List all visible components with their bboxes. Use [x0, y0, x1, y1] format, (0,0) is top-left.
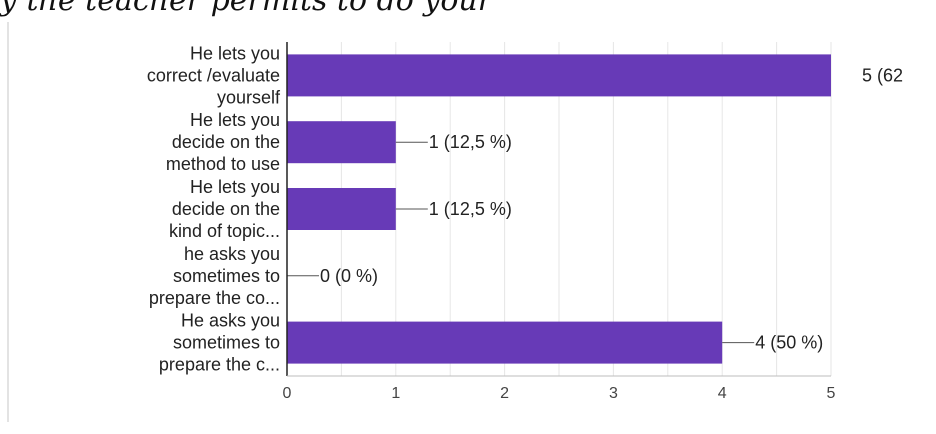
x-tick-label: 2	[500, 385, 509, 402]
category-label: kind of topic...	[169, 221, 280, 241]
category-label: sometimes to	[173, 266, 280, 286]
data-label: 5 (62	[862, 65, 903, 85]
x-tick-label: 3	[609, 385, 618, 402]
x-tick-label: 0	[283, 385, 292, 402]
clipped-question-title: y the teacher permits to do your	[0, 0, 493, 18]
bar	[287, 54, 831, 97]
category-label: he asks you	[184, 244, 280, 264]
category-label: He lets you	[190, 177, 280, 197]
category-label: prepare the c...	[159, 355, 280, 375]
data-label: 4 (50 %)	[755, 333, 823, 353]
bar	[287, 188, 396, 230]
data-label: 1 (12,5 %)	[429, 132, 512, 152]
x-tick-label: 1	[391, 385, 400, 402]
category-label: decide on the	[172, 199, 280, 219]
x-tick-label: 4	[718, 385, 727, 402]
card-left-border	[7, 22, 9, 422]
grid-lines	[340, 42, 832, 376]
category-label: correct /evaluate	[147, 65, 280, 85]
category-label: prepare the co...	[149, 288, 280, 308]
category-label: sometimes to	[173, 333, 280, 353]
category-label: He asks you	[181, 311, 280, 331]
bar	[287, 121, 396, 164]
data-label: 1 (12,5 %)	[429, 199, 512, 219]
category-label: decide on the	[172, 132, 280, 152]
category-label: yourself	[217, 87, 281, 107]
category-label: method to use	[166, 154, 280, 174]
x-tick-label: 5	[827, 385, 836, 402]
category-label: He lets you	[190, 110, 280, 130]
category-label: He lets you	[190, 43, 280, 63]
bar	[287, 321, 723, 364]
data-label: 0 (0 %)	[320, 266, 378, 286]
